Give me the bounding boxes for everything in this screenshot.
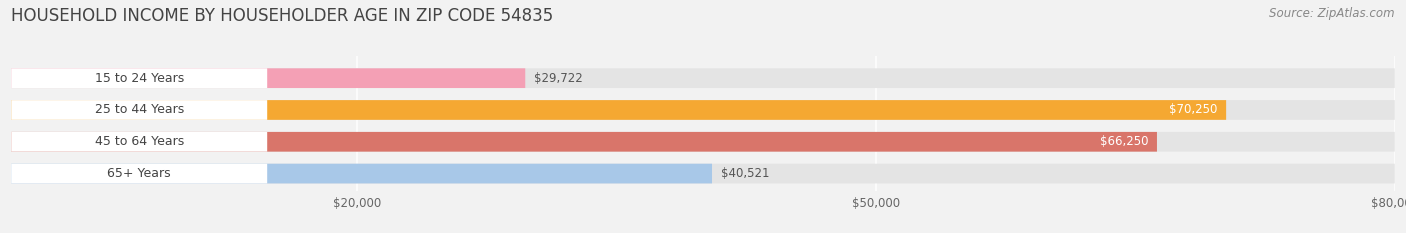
Text: 45 to 64 Years: 45 to 64 Years	[94, 135, 184, 148]
FancyBboxPatch shape	[11, 68, 267, 88]
Text: HOUSEHOLD INCOME BY HOUSEHOLDER AGE IN ZIP CODE 54835: HOUSEHOLD INCOME BY HOUSEHOLDER AGE IN Z…	[11, 7, 554, 25]
FancyBboxPatch shape	[11, 132, 1395, 152]
Text: 65+ Years: 65+ Years	[107, 167, 172, 180]
FancyBboxPatch shape	[11, 164, 1395, 183]
FancyBboxPatch shape	[11, 132, 267, 152]
Text: Source: ZipAtlas.com: Source: ZipAtlas.com	[1270, 7, 1395, 20]
FancyBboxPatch shape	[11, 100, 1226, 120]
Text: $70,250: $70,250	[1170, 103, 1218, 116]
FancyBboxPatch shape	[11, 68, 1395, 88]
FancyBboxPatch shape	[11, 100, 267, 120]
FancyBboxPatch shape	[11, 164, 267, 183]
Text: $29,722: $29,722	[534, 72, 582, 85]
FancyBboxPatch shape	[11, 68, 526, 88]
FancyBboxPatch shape	[11, 164, 711, 183]
Text: $66,250: $66,250	[1099, 135, 1149, 148]
Text: 15 to 24 Years: 15 to 24 Years	[94, 72, 184, 85]
Text: $40,521: $40,521	[721, 167, 769, 180]
Text: 25 to 44 Years: 25 to 44 Years	[94, 103, 184, 116]
FancyBboxPatch shape	[11, 132, 1157, 152]
FancyBboxPatch shape	[11, 100, 1395, 120]
